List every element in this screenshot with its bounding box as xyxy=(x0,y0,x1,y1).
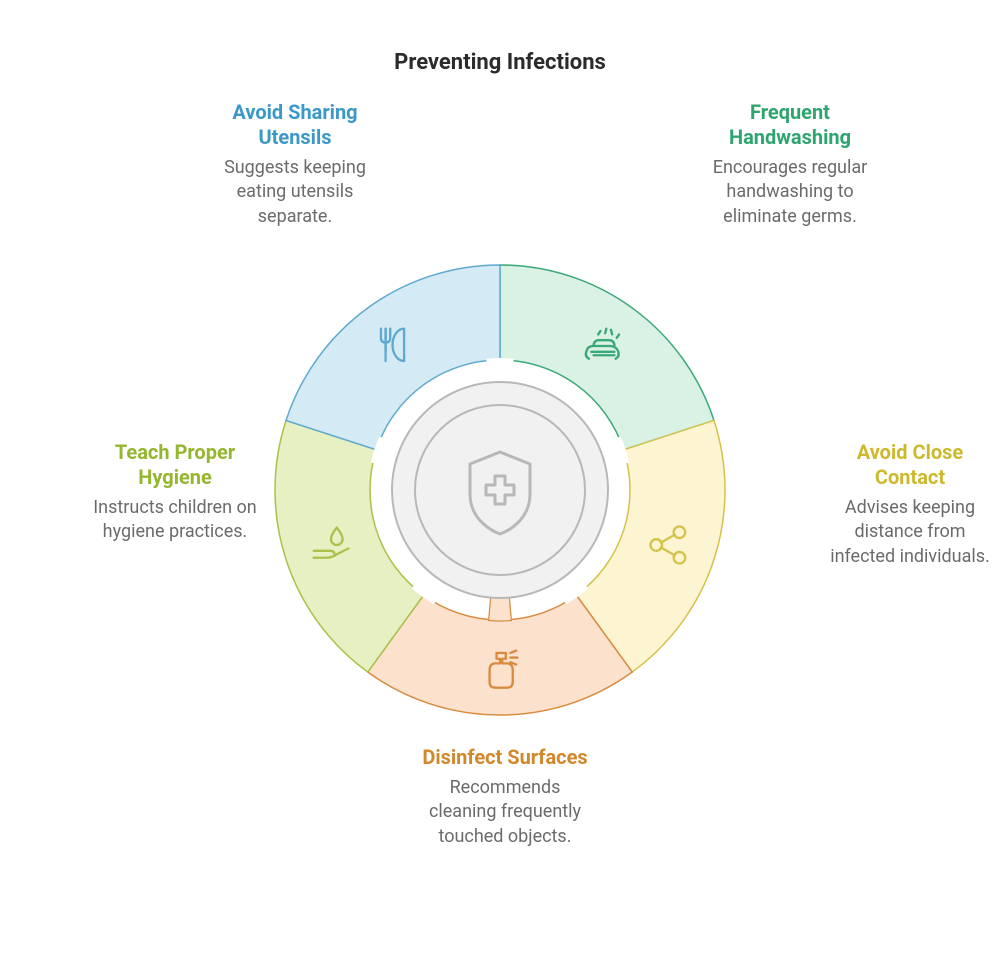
label-teach-hygiene: Teach Proper Hygiene Instructs children o… xyxy=(85,440,265,545)
label-desc: Recommends cleaning frequently touched o… xyxy=(415,776,595,849)
spray-bottle-icon xyxy=(477,645,523,691)
label-avoid-sharing: Avoid Sharing Utensils Suggests keeping e… xyxy=(205,100,385,229)
label-desc: Encourages regular handwashing to elimin… xyxy=(700,156,880,229)
label-avoid-contact: Avoid Close Contact Advises keeping dista… xyxy=(820,440,1000,569)
label-heading: Teach Proper Hygiene xyxy=(85,440,265,490)
label-handwashing: Frequent Handwashing Encourages regular h… xyxy=(700,100,880,229)
label-desc: Suggests keeping eating utensils separat… xyxy=(205,156,385,229)
hand-drop-icon xyxy=(308,522,354,568)
label-heading: Frequent Handwashing xyxy=(700,100,880,150)
label-desc: Instructs children on hygiene practices. xyxy=(85,496,265,545)
handwash-icon xyxy=(581,323,627,369)
share-nodes-icon xyxy=(646,522,692,568)
label-heading: Avoid Close Contact xyxy=(820,440,1000,490)
label-desc: Advises keeping distance from infected i… xyxy=(820,496,1000,569)
label-heading: Avoid Sharing Utensils xyxy=(205,100,385,150)
spoke-notch xyxy=(486,358,514,385)
page-title: Preventing Infections xyxy=(0,50,1000,75)
label-disinfect: Disinfect Surfaces Recommends cleaning fr… xyxy=(415,745,595,849)
label-heading: Disinfect Surfaces xyxy=(415,745,595,770)
utensils-icon xyxy=(373,323,419,369)
hub-inner-ring xyxy=(415,405,585,575)
